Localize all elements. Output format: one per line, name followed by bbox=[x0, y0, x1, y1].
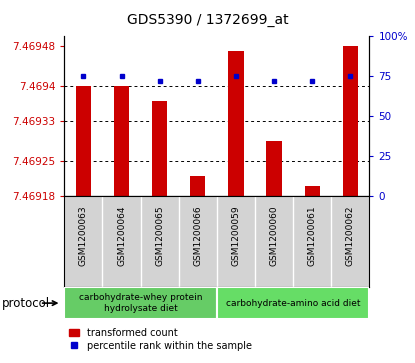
Bar bbox=[190, 176, 205, 196]
Text: protocol: protocol bbox=[2, 297, 50, 310]
Text: carbohydrate-whey protein
hydrolysate diet: carbohydrate-whey protein hydrolysate di… bbox=[79, 293, 203, 313]
Bar bbox=[114, 86, 129, 196]
Text: GSM1200059: GSM1200059 bbox=[232, 205, 240, 266]
Text: GSM1200066: GSM1200066 bbox=[193, 205, 202, 266]
Legend: transformed count, percentile rank within the sample: transformed count, percentile rank withi… bbox=[69, 328, 251, 351]
Bar bbox=[217, 287, 369, 319]
Text: GSM1200065: GSM1200065 bbox=[155, 205, 164, 266]
Bar bbox=[228, 51, 244, 196]
Bar bbox=[64, 287, 217, 319]
Text: GDS5390 / 1372699_at: GDS5390 / 1372699_at bbox=[127, 13, 288, 27]
Text: GSM1200060: GSM1200060 bbox=[269, 205, 278, 266]
Text: GSM1200063: GSM1200063 bbox=[79, 205, 88, 266]
Text: GSM1200061: GSM1200061 bbox=[308, 205, 317, 266]
Bar bbox=[76, 86, 91, 196]
Bar bbox=[305, 186, 320, 196]
Bar bbox=[343, 46, 358, 196]
Bar bbox=[266, 141, 282, 196]
Bar bbox=[152, 101, 167, 196]
Text: carbohydrate-amino acid diet: carbohydrate-amino acid diet bbox=[226, 299, 360, 307]
Text: GSM1200064: GSM1200064 bbox=[117, 205, 126, 266]
Text: GSM1200062: GSM1200062 bbox=[346, 205, 355, 266]
